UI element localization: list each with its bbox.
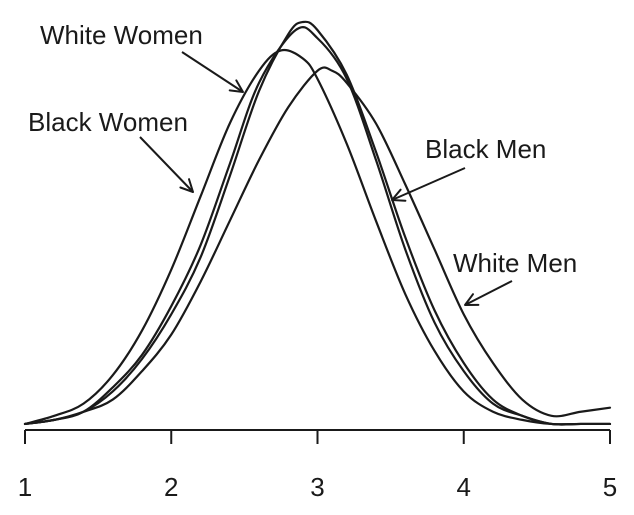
annotation-black-men-label: Black Men — [425, 134, 546, 164]
annotation-black-men-arrow-line — [391, 167, 466, 201]
x-tick-label-4: 4 — [457, 472, 471, 502]
annotation-white-men-arrow-line — [464, 280, 513, 306]
x-tick-label-5: 5 — [603, 472, 617, 502]
series-line-black-men — [23, 26, 612, 426]
annotation-white-men-label: White Men — [453, 248, 577, 278]
series-line-white-men — [23, 66, 612, 426]
annotation-black-women-label: Black Women — [28, 107, 188, 137]
annotation-black-men-arrowhead — [391, 188, 407, 202]
x-axis: 1 2 3 4 5 — [18, 429, 617, 502]
annotation-white-women-label: White Women — [40, 20, 203, 50]
series-line-white-women — [23, 20, 612, 426]
density-curves — [23, 20, 612, 426]
annotation-white-men-arrowhead — [464, 293, 480, 306]
annotation-white-women-arrow-line — [181, 51, 244, 93]
series-line-black-women — [23, 48, 612, 426]
x-tick-label-1: 1 — [18, 472, 32, 502]
annotation-black-women: Black Women — [28, 107, 194, 193]
curve-annotations: White Women Black Women Black Men White Men — [28, 20, 577, 306]
x-tick-label-3: 3 — [310, 472, 324, 502]
annotation-black-women-arrow-line — [139, 136, 194, 193]
annotation-white-women-arrowhead — [228, 79, 244, 93]
annotation-black-women-arrowhead — [179, 178, 194, 193]
annotation-black-men: Black Men — [391, 134, 546, 202]
annotation-white-women: White Women — [40, 20, 244, 93]
annotation-white-men: White Men — [453, 248, 577, 306]
x-tick-label-2: 2 — [164, 472, 178, 502]
